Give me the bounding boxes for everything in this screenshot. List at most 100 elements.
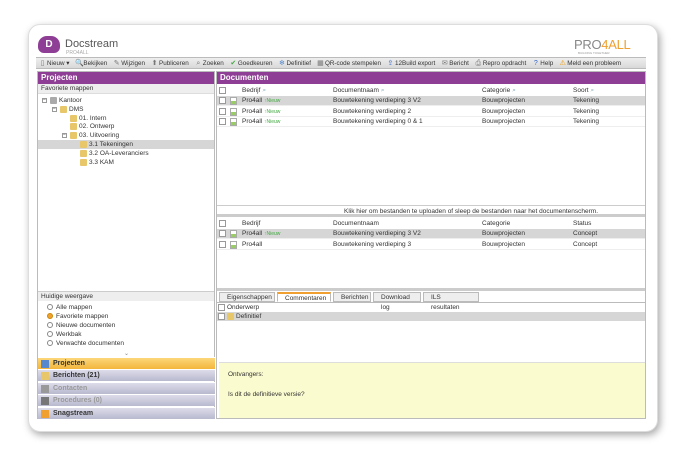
tree-item-label: 3.3 KAM — [89, 158, 114, 166]
row-checkbox[interactable] — [218, 313, 225, 320]
row-checkbox[interactable] — [219, 118, 226, 125]
expand-chevron-icon[interactable]: ⌄ — [124, 351, 130, 357]
toolbar-bekijken-button[interactable]: 🔍 Bekijken — [75, 60, 107, 67]
radio-button[interactable] — [47, 340, 53, 346]
column-header-label: Documentnaam — [333, 220, 379, 227]
column-header[interactable]: Documentnaam — [333, 219, 379, 229]
table-row[interactable]: Pro4all Bouwtekening verdieping 3 Bouwproj… — [217, 240, 645, 250]
collapse-toggle-icon[interactable]: − — [42, 97, 47, 103]
toolbar-meld-een-probleem-button[interactable]: ⚠ Meld een probleem — [559, 60, 622, 67]
toolbar-bericht-button[interactable]: ✉ Bericht — [441, 60, 469, 67]
filter-search-icon[interactable]: ⌕ — [590, 87, 595, 94]
toolbar-zoeken-button[interactable]: ⌕ Zoeken — [195, 60, 223, 67]
tree-item[interactable]: 3.2 OA-Leveranciers — [38, 149, 214, 158]
name-cell: Bouwtekening verdieping 0 & 1 — [333, 118, 423, 125]
view-option[interactable]: Nieuwe documenten — [38, 321, 214, 330]
toolbar-repro-opdracht-button[interactable]: ⎙ Repro opdracht — [475, 60, 527, 67]
toolbar-12build-export-button[interactable]: ⇪ 12Build export — [387, 60, 436, 67]
tree-item[interactable]: − Kantoor — [38, 96, 214, 105]
filter-search-icon[interactable]: ⌕ — [262, 87, 267, 94]
row-checkbox[interactable] — [219, 97, 226, 104]
recipients-label: Ontvangers: — [228, 371, 264, 378]
tab-ils-resultaten[interactable]: ILS resultaten — [423, 292, 479, 311]
table-row[interactable]: Pro4all ↑Nieuw Bouwtekening verdieping 3 V… — [217, 96, 645, 106]
drawing-file-icon — [230, 230, 237, 238]
nav-contacten[interactable]: Contacten — [38, 381, 215, 394]
select-all-checkbox[interactable] — [218, 304, 225, 311]
radio-button[interactable] — [47, 322, 53, 328]
select-all-checkbox[interactable] — [219, 220, 226, 227]
folder-tree: − Kantoor − DMS 01. Intern 02. Ontwerp −03. Ui… — [38, 94, 214, 174]
comments-header: Onderwerp — [217, 304, 645, 312]
type-cell: Tekening — [573, 107, 600, 115]
column-header[interactable]: Categorie ⌕ — [482, 86, 516, 96]
category-cell: Bouwprojecten — [482, 230, 525, 237]
table-row[interactable]: Pro4all ↑Nieuw Bouwtekening verdieping 2 Bo… — [217, 107, 645, 117]
toolbar-goedkeuren-button[interactable]: ✔ Goedkeuren — [230, 60, 272, 67]
tree-item[interactable]: 02. Ontwerp — [38, 122, 214, 131]
filter-search-icon[interactable]: ⌕ — [380, 87, 385, 94]
nav-snagstream[interactable]: Snagstream — [38, 406, 215, 419]
column-header[interactable]: Bedrijf ⌕ — [242, 86, 266, 96]
status-cell: Concept — [573, 230, 598, 237]
column-header-label: Soort — [573, 87, 589, 94]
toolbar-label: Bericht — [449, 59, 469, 67]
tab-download-log[interactable]: Download log — [373, 292, 421, 311]
comment-row[interactable]: Definitief — [217, 312, 645, 321]
category-cell: Bouwprojecten — [482, 240, 525, 248]
row-checkbox[interactable] — [219, 107, 226, 115]
folder-icon — [70, 123, 77, 131]
view-option[interactable]: Favoriete mappen — [38, 312, 214, 321]
toolbar-publiceren-button[interactable]: ⬆ Publiceren — [151, 60, 189, 67]
tree-item[interactable]: 01. Intern — [38, 114, 214, 123]
toolbar-wijzigen-button[interactable]: ✎ Wijzigen — [113, 60, 145, 67]
row-checkbox[interactable] — [219, 230, 226, 237]
view-option[interactable]: Alle mappen — [38, 303, 214, 312]
drive-icon — [50, 97, 57, 104]
tab-berichten[interactable]: Berichten — [333, 292, 371, 302]
tree-item[interactable]: − DMS — [38, 105, 214, 114]
row-checkbox[interactable] — [219, 240, 226, 248]
column-header[interactable]: Categorie — [482, 219, 510, 229]
select-all-checkbox[interactable] — [219, 87, 226, 94]
name-cell: Bouwtekening verdieping 3 V2 — [333, 97, 421, 104]
filter-search-icon[interactable]: ⌕ — [512, 87, 516, 94]
company-cell: Pro4all — [242, 240, 263, 248]
detail-tabs: Eigenschappen Commentaren Berichten Downloa… — [217, 292, 645, 311]
table-row[interactable]: Pro4all ↑Nieuw Bouwtekening verdieping 0 &… — [217, 117, 645, 127]
collapse-toggle-icon[interactable]: − — [52, 105, 57, 112]
radio-button[interactable] — [47, 304, 53, 310]
column-header[interactable]: Bedrijf — [242, 219, 260, 229]
qr-icon: ▦ — [317, 59, 324, 67]
column-header[interactable]: Soort ⌕ — [573, 86, 594, 96]
toolbar-definitief-button[interactable]: ❄ Definitief — [278, 60, 311, 67]
column-header[interactable]: Onderwerp — [227, 304, 260, 311]
tree-item[interactable]: 3.3 KAM — [38, 158, 214, 167]
column-header-label: Categorie — [482, 220, 511, 227]
column-header[interactable]: Documentnaam ⌕ — [333, 86, 385, 96]
table-row[interactable]: Pro4all ↑Nieuw Bouwtekening verdieping 3 V… — [217, 229, 645, 239]
documents-header: Documenten — [217, 72, 645, 84]
tab-commentaren[interactable]: Commentaren — [277, 292, 331, 302]
type-cell: Tekening — [573, 97, 600, 104]
toolbar-help-button[interactable]: ? Help — [532, 60, 553, 67]
collapse-toggle-icon[interactable]: − — [62, 132, 67, 139]
tree-item[interactable]: 3.1 Tekeningen — [38, 140, 214, 149]
upload-hint[interactable]: Klik hier om bestanden te uploaden of sl… — [217, 206, 645, 217]
projects-panel: Projecten Favoriete mappen − Kantoor − DMS 0… — [37, 71, 215, 419]
nav-procedures[interactable]: Procedures (0) — [38, 394, 215, 407]
toolbar-nieuw-button[interactable]: ▯ Nieuw ▾ — [39, 60, 70, 67]
radio-button[interactable] — [47, 331, 53, 337]
name-cell: Bouwtekening verdieping 3 V2 — [333, 230, 421, 237]
snagstream-icon — [41, 409, 49, 418]
nav-projecten[interactable]: Projecten — [38, 357, 215, 369]
tree-item[interactable]: − 03. Uitvoering — [38, 131, 214, 140]
app-title: Docstream — [65, 38, 119, 50]
view-option[interactable]: Verwachte documenten — [38, 339, 214, 348]
toolbar-qr-code-stempelen-button[interactable]: ▦ QR-code stempelen — [317, 60, 381, 67]
column-header[interactable]: Status — [573, 219, 591, 229]
nav-berichten[interactable]: Berichten (21) — [38, 369, 215, 382]
view-option[interactable]: Werkbak — [38, 330, 214, 339]
radio-button[interactable] — [47, 313, 53, 319]
tab-eigenschappen[interactable]: Eigenschappen — [219, 292, 275, 302]
